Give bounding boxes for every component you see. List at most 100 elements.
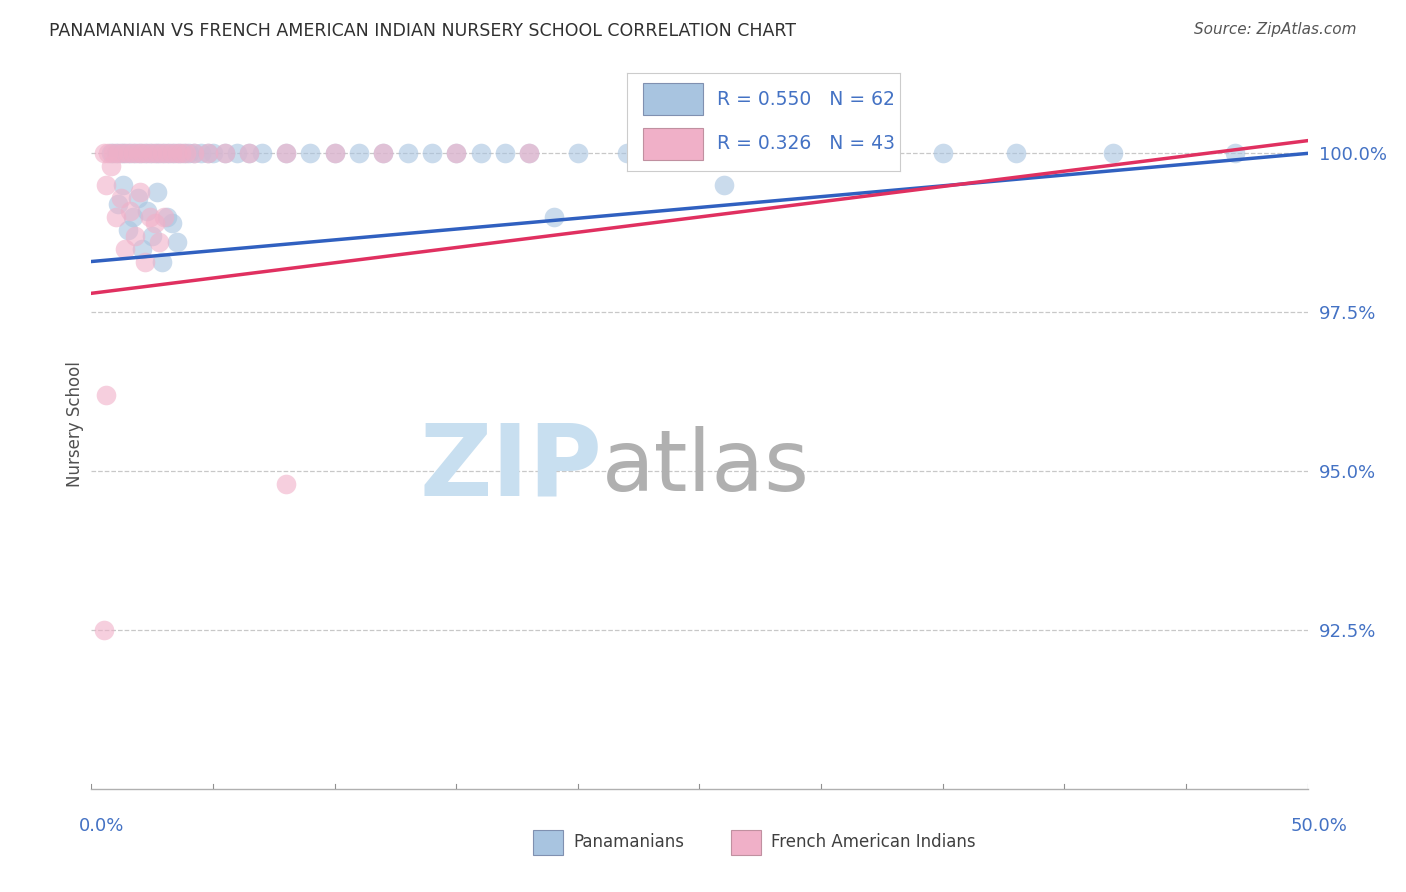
Point <box>160 146 183 161</box>
Point <box>100 159 122 173</box>
Point <box>104 210 127 224</box>
Point <box>183 146 205 161</box>
Point <box>114 146 136 161</box>
Point <box>274 146 297 161</box>
Point <box>1004 146 1026 161</box>
Point <box>104 146 127 161</box>
Point <box>163 146 186 161</box>
Point <box>93 624 115 638</box>
Point <box>157 146 180 161</box>
Point <box>110 146 132 161</box>
Point <box>1223 146 1246 161</box>
Point <box>859 146 882 161</box>
Point <box>931 146 953 161</box>
Point <box>517 146 540 161</box>
Point <box>250 146 273 161</box>
Point <box>197 146 219 161</box>
Point <box>543 210 565 224</box>
Text: Source: ZipAtlas.com: Source: ZipAtlas.com <box>1194 22 1357 37</box>
Point <box>129 146 152 161</box>
Point <box>93 146 115 161</box>
Point <box>166 146 188 161</box>
Point <box>100 146 122 161</box>
Point <box>299 146 322 161</box>
Point <box>150 254 173 268</box>
Point <box>110 191 132 205</box>
FancyBboxPatch shape <box>533 830 562 855</box>
Point <box>274 146 297 161</box>
Point <box>103 146 125 161</box>
Point <box>177 146 200 161</box>
Point <box>134 254 156 268</box>
Point <box>141 229 163 244</box>
Point <box>470 146 492 161</box>
Point <box>121 146 143 161</box>
Point <box>139 146 162 161</box>
Point <box>141 146 163 161</box>
Point <box>323 146 346 161</box>
Point <box>129 185 152 199</box>
Point <box>160 216 183 230</box>
Point <box>202 146 225 161</box>
Point <box>150 146 173 161</box>
Point <box>143 146 166 161</box>
Point <box>420 146 443 161</box>
Point <box>373 146 395 161</box>
Text: 50.0%: 50.0% <box>1291 817 1347 835</box>
Text: atlas: atlas <box>602 426 810 509</box>
Point <box>761 146 783 161</box>
Point <box>114 242 136 256</box>
Point <box>167 146 190 161</box>
Point <box>444 146 467 161</box>
Point <box>1102 146 1125 161</box>
Point <box>238 146 260 161</box>
Text: French American Indians: French American Indians <box>772 833 976 852</box>
Point <box>134 146 156 161</box>
Point <box>139 210 162 224</box>
Point <box>127 146 149 161</box>
Point <box>173 146 195 161</box>
Point <box>347 146 370 161</box>
Point <box>136 203 159 218</box>
Point <box>396 146 419 161</box>
Text: PANAMANIAN VS FRENCH AMERICAN INDIAN NURSERY SCHOOL CORRELATION CHART: PANAMANIAN VS FRENCH AMERICAN INDIAN NUR… <box>49 22 796 40</box>
Point <box>120 146 142 161</box>
Point <box>323 146 346 161</box>
Point <box>226 146 249 161</box>
Point <box>117 223 139 237</box>
Point <box>131 146 153 161</box>
Point <box>107 146 129 161</box>
Point <box>444 146 467 161</box>
Point <box>190 146 212 161</box>
Point <box>713 178 735 193</box>
Text: 0.0%: 0.0% <box>79 817 124 835</box>
Point <box>153 210 176 224</box>
FancyBboxPatch shape <box>731 830 761 855</box>
Point <box>146 146 169 161</box>
Point <box>197 146 219 161</box>
Point <box>238 146 260 161</box>
Point <box>517 146 540 161</box>
Y-axis label: Nursery School: Nursery School <box>66 360 84 487</box>
Point <box>156 146 179 161</box>
Point <box>121 210 143 224</box>
Point <box>148 235 170 250</box>
Point <box>124 229 146 244</box>
Point <box>136 146 159 161</box>
Point <box>97 146 120 161</box>
Point <box>111 178 134 193</box>
Point <box>170 146 193 161</box>
Text: ZIP: ZIP <box>419 419 602 516</box>
Text: Panamanians: Panamanians <box>574 833 685 852</box>
Point <box>156 210 179 224</box>
Point <box>664 146 686 161</box>
Point <box>274 477 297 491</box>
Point <box>616 146 638 161</box>
Point <box>183 146 205 161</box>
Point <box>174 146 197 161</box>
Point <box>373 146 395 161</box>
Point <box>146 185 169 199</box>
Point <box>567 146 589 161</box>
Point <box>148 146 170 161</box>
Point <box>124 146 146 161</box>
